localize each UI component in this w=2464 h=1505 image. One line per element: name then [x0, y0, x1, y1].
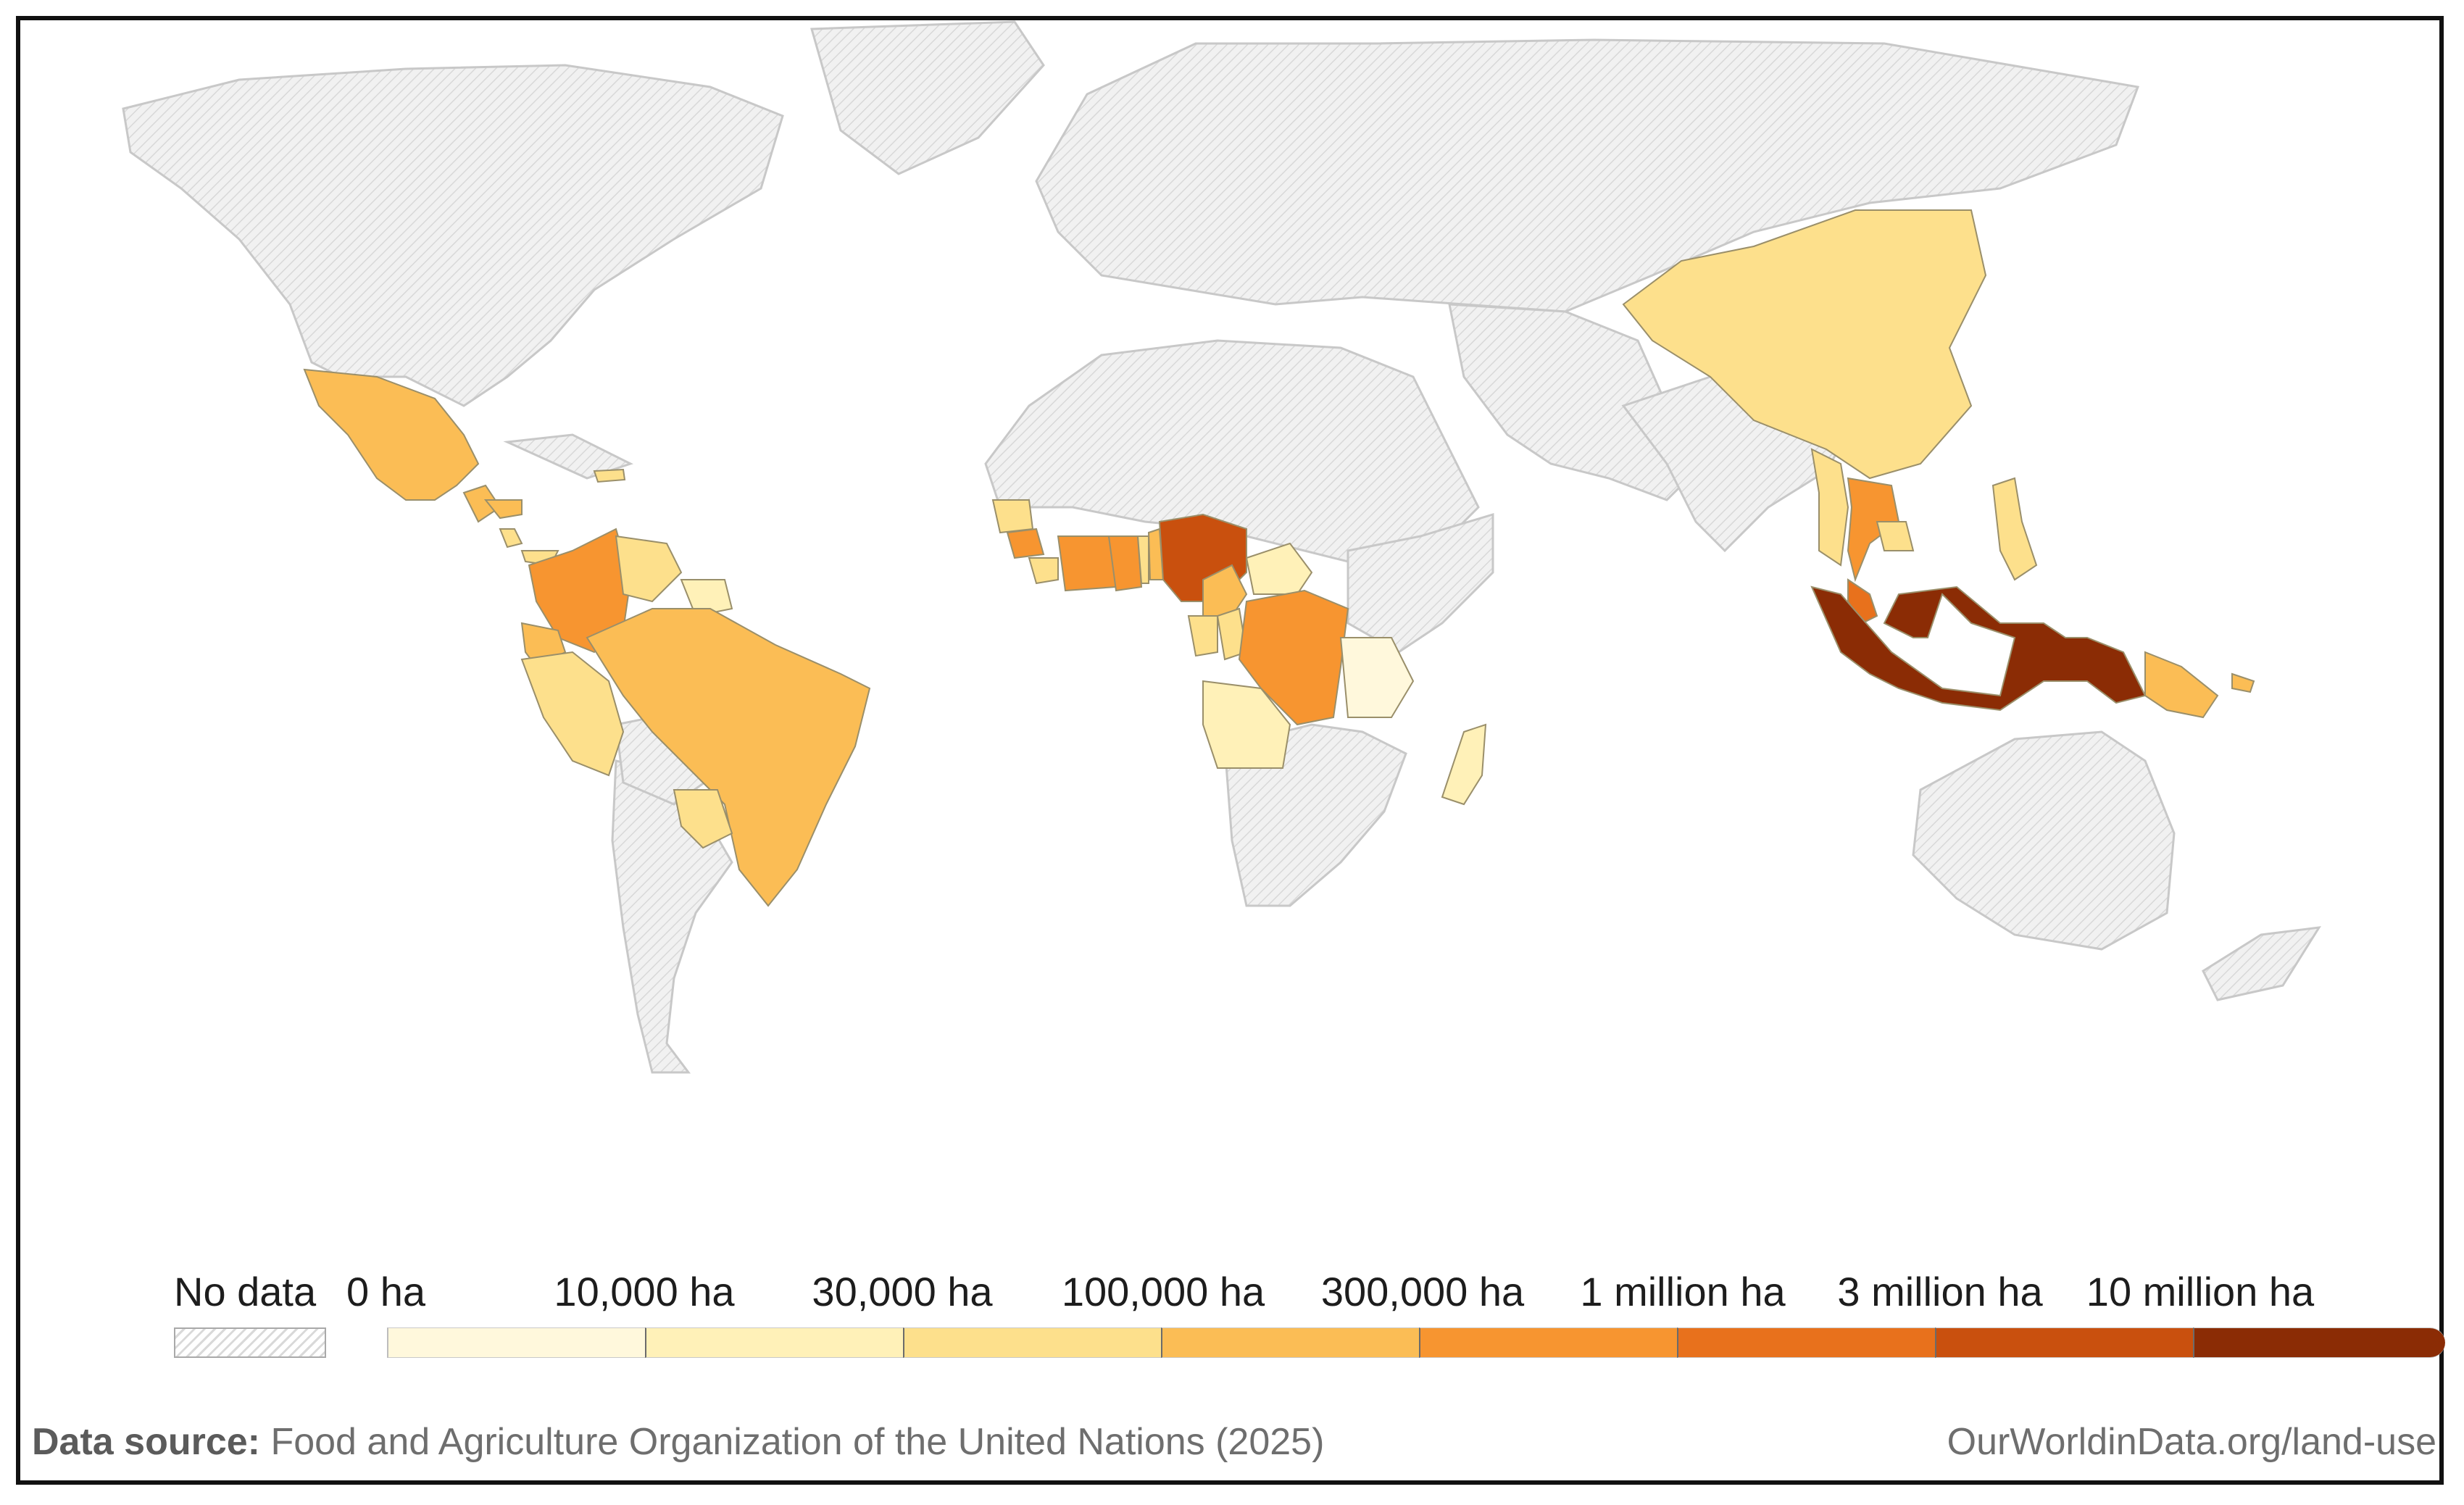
greenland-shape — [810, 20, 1045, 175]
region-venezuela — [615, 535, 683, 603]
region-papua-new-guinea — [2144, 651, 2219, 719]
legend-bin — [1677, 1327, 1935, 1358]
new-zealand-shape — [2202, 926, 2321, 1001]
legend-tick-label: 10,000 ha — [554, 1269, 735, 1314]
region-cote-divoire — [1057, 535, 1117, 592]
legend-bin — [2193, 1327, 2445, 1358]
legend-no-data-swatch — [174, 1327, 326, 1358]
caribbean-shape — [503, 433, 633, 480]
region-myanmar — [1810, 448, 1849, 567]
region-brazil — [586, 608, 871, 907]
region-dr-congo — [1238, 589, 1349, 726]
legend-tick-label: 30,000 ha — [812, 1269, 993, 1314]
region-solomon-islands — [2231, 672, 2255, 693]
legend-color-scale — [387, 1327, 2445, 1358]
region-guyana — [680, 579, 733, 617]
legend-bin — [1419, 1327, 1677, 1358]
region-china — [1622, 209, 1987, 480]
region-indonesia — [1810, 585, 2147, 712]
region-central-african-republic — [1245, 542, 1313, 595]
legend-no-data-label: No data — [174, 1269, 317, 1314]
region-angola — [1202, 680, 1291, 769]
region-honduras — [483, 499, 523, 520]
legend-tick-label: 0 ha — [346, 1269, 425, 1314]
region-guinea — [991, 499, 1034, 534]
legend-tick-label: 3 million ha — [1837, 1269, 2043, 1314]
region-peru — [520, 651, 625, 777]
region-liberia — [1028, 557, 1059, 585]
region-costa-rica — [499, 528, 523, 549]
region-dominican-republic — [593, 468, 626, 483]
region-thailand — [1847, 477, 1900, 583]
region-ghana — [1107, 535, 1143, 592]
data-source: Data source: Food and Agriculture Organi… — [32, 1420, 1324, 1464]
legend-bin — [1935, 1327, 2193, 1358]
region-cameroon — [1202, 564, 1248, 617]
australia-shape — [1912, 730, 2176, 951]
region-philippines — [1991, 477, 2038, 581]
region-sierra-leone — [1006, 528, 1045, 559]
east-africa-shape — [1347, 512, 1494, 654]
legend-tick-label: 1 million ha — [1580, 1269, 1786, 1314]
legend-bin — [645, 1327, 903, 1358]
region-tanzania — [1339, 637, 1415, 718]
region-madagascar — [1441, 723, 1487, 806]
europe-russia-shape — [1035, 38, 2140, 313]
data-source-label: Data source: — [32, 1421, 260, 1463]
region-paraguay — [673, 789, 733, 849]
southern-africa-shape — [1223, 723, 1407, 907]
legend-bin — [387, 1327, 645, 1358]
legend-tick-label: 100,000 ha — [1061, 1269, 1265, 1314]
data-source-text: Food and Agriculture Organization of the… — [270, 1421, 1325, 1463]
legend-tick-label: 300,000 ha — [1320, 1269, 1525, 1314]
region-cambodia — [1876, 521, 1915, 551]
legend-bin — [903, 1327, 1161, 1358]
region-mexico — [303, 368, 480, 501]
region-gabon — [1187, 615, 1218, 657]
source-url-link[interactable]: OurWorldinData.org/land-use — [1947, 1421, 2436, 1463]
middle-east-central-asia-shape — [1448, 303, 1697, 501]
region-togo — [1136, 535, 1149, 584]
north-america-shape — [122, 64, 784, 407]
legend-bin — [1161, 1327, 1419, 1358]
legend-tick-label: 10 million ha — [2086, 1269, 2315, 1314]
